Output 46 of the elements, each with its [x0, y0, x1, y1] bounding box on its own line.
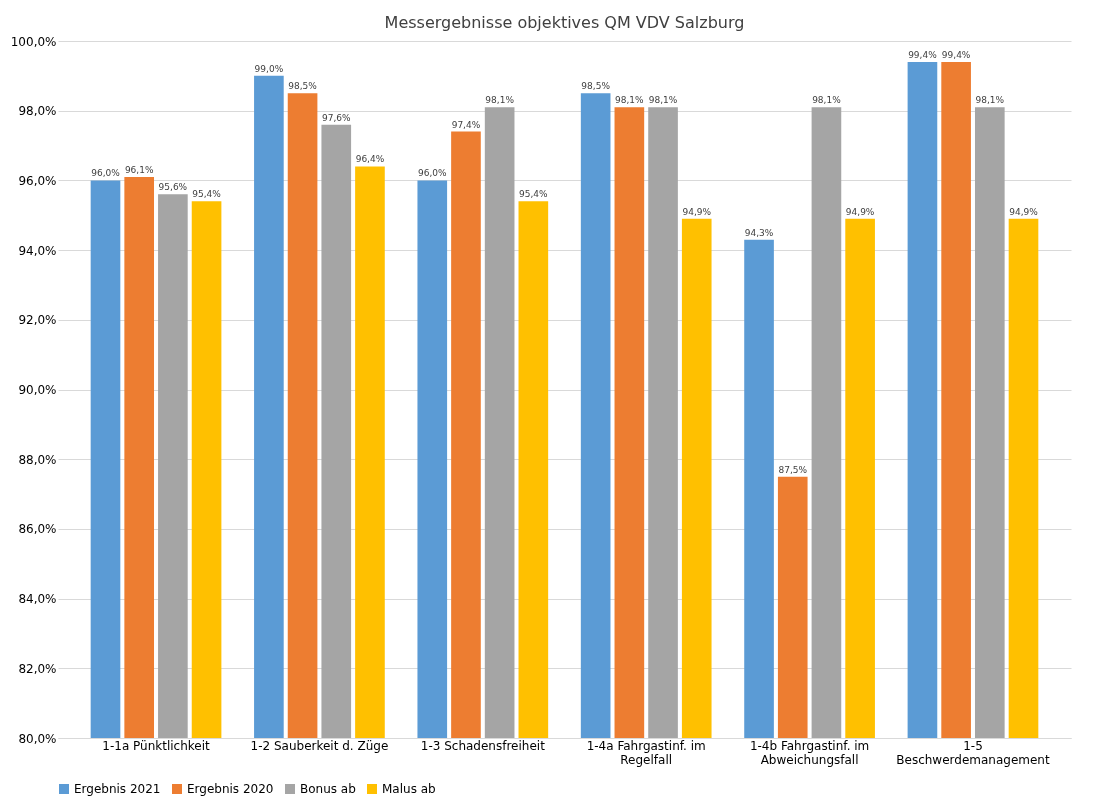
legend-label: Bonus ab [300, 782, 356, 796]
data-label: 97,4% [451, 119, 481, 130]
y-tick-label: 86,0% [18, 522, 57, 537]
data-label: 96,4% [355, 154, 385, 165]
data-label: 98,1% [648, 95, 678, 106]
legend-label: Ergebnis 2021 [74, 782, 161, 796]
y-tick-label: 98,0% [18, 104, 57, 119]
data-label: 94,9% [1009, 206, 1039, 217]
y-tick-label: 82,0% [18, 661, 57, 676]
data-label: 98,1% [812, 95, 842, 106]
x-tick-label: 1-3 Schadensfreiheit [420, 738, 546, 753]
data-label: 94,9% [845, 206, 875, 217]
data-label: 98,1% [975, 95, 1005, 106]
data-label: 98,1% [615, 95, 645, 106]
x-tick-label: 1-1a Pünktlichkeit [102, 738, 211, 753]
data-label: 94,3% [744, 227, 774, 238]
data-label: 99,0% [254, 63, 284, 74]
legend-label: Ergebnis 2020 [187, 782, 274, 796]
y-tick-label: 96,0% [18, 173, 57, 188]
data-label: 95,4% [192, 189, 222, 200]
x-tick-label: 1-2 Sauberkeit d. Züge [250, 738, 389, 753]
data-label: 97,6% [321, 112, 352, 123]
data-label: 95,4% [519, 189, 549, 200]
legend-label: Malus ab [382, 782, 436, 796]
data-label: 99,4% [941, 49, 971, 60]
y-tick-label: 92,0% [18, 313, 57, 328]
data-label: 98,1% [485, 95, 515, 106]
data-label: 94,9% [682, 206, 712, 217]
y-tick-label: 94,0% [18, 243, 57, 258]
x-tick-label: 1-4b Fahrgastinf. im Abweichungsfall [749, 738, 870, 767]
y-tick-label: 100,0% [10, 34, 57, 49]
y-tick-label: 90,0% [18, 383, 57, 397]
data-label: 98,5% [288, 81, 318, 92]
y-tick-label: 80,0% [18, 731, 57, 746]
chart-title: Messergebnisse objektives QM VDV Salzburg [384, 13, 745, 32]
data-label: 99,4% [908, 49, 938, 60]
x-tick-label: 1-5 Beschwerdemanagement [896, 738, 1050, 767]
x-tick-label: 1-4a Fahrgastinf. im Regelfall [586, 738, 706, 767]
data-label: 95,6% [158, 182, 188, 193]
data-label: 96,0% [417, 168, 448, 179]
data-label: 87,5% [778, 464, 808, 475]
y-tick-label: 84,0% [18, 592, 57, 607]
data-label: 96,0% [91, 168, 121, 179]
data-label: 96,1% [124, 164, 154, 175]
y-tick-label: 88,0% [18, 452, 57, 467]
data-label: 98,5% [581, 81, 611, 92]
